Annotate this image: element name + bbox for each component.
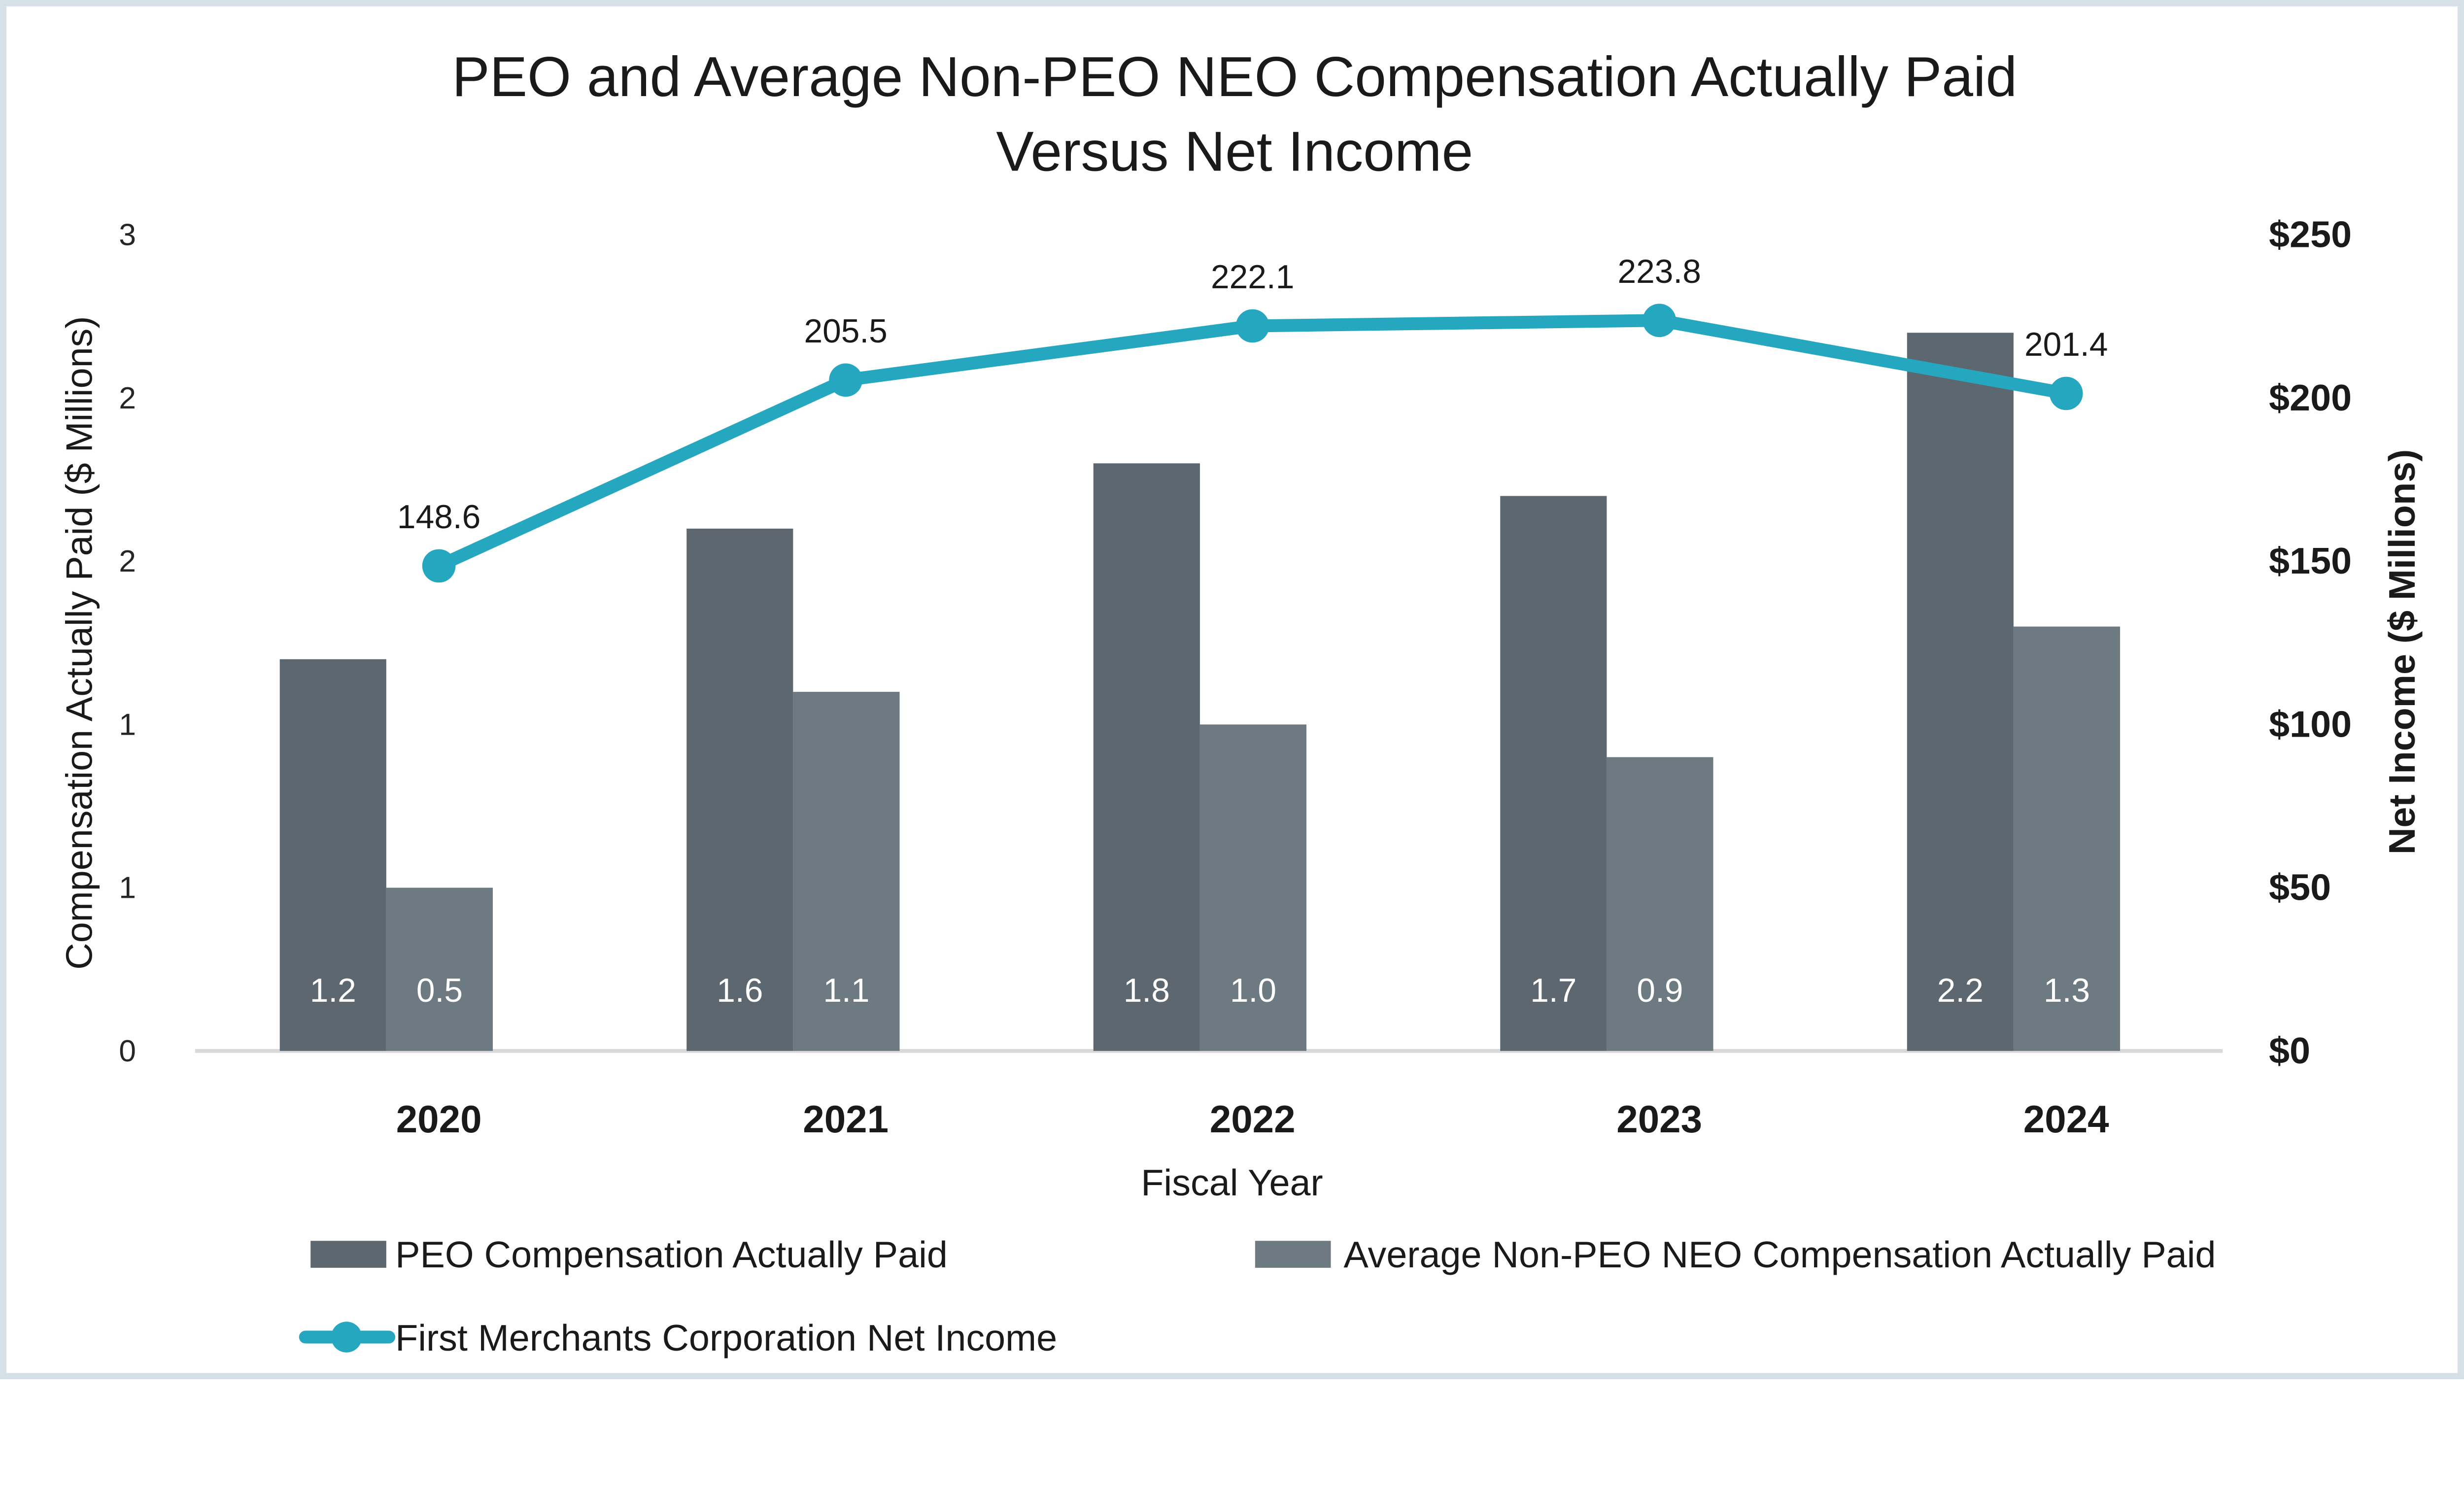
x-tick-2020: 2020 <box>396 1097 482 1141</box>
net-income-marker-2022 <box>1235 309 1269 343</box>
line-label-2021: 205.5 <box>804 313 887 350</box>
line-label-2020: 148.6 <box>397 499 480 536</box>
x-tick-2024: 2024 <box>2023 1097 2109 1141</box>
bar-nonpeo-2021 <box>793 692 900 1051</box>
left-tick-2: 1 <box>119 707 136 742</box>
bar-nonpeo-2024 <box>2013 626 2121 1051</box>
x-axis-year-labels: 2020 2021 2022 2023 2024 <box>396 1097 2109 1141</box>
page-border <box>0 0 2464 1380</box>
legend-label-net-income: First Merchants Corporation Net Income <box>395 1318 1057 1359</box>
bar-label-peo-2022: 1.8 <box>1124 972 1170 1009</box>
bar-label-peo-2023: 1.7 <box>1530 972 1576 1009</box>
bar-label-nonpeo-2020: 0.5 <box>416 972 463 1009</box>
bar-peo-2020 <box>279 659 386 1051</box>
legend-swatch-nonpeo <box>1255 1241 1331 1268</box>
net-income-marker-2020 <box>422 549 456 583</box>
bar-nonpeo-2020 <box>386 887 493 1051</box>
chart-title-line1: PEO and Average Non-PEO NEO Compensation… <box>452 45 2017 108</box>
chart-title-line2: Versus Net Income <box>996 120 1473 183</box>
bar-label-nonpeo-2024: 1.3 <box>2044 972 2090 1009</box>
line-label-2022: 222.1 <box>1211 259 1294 296</box>
net-income-marker-2021 <box>829 363 863 397</box>
bar-nonpeo-2022 <box>1199 724 1307 1051</box>
right-tick-2: $100 <box>2269 704 2352 745</box>
bar-peo-2023 <box>1500 496 1607 1051</box>
right-tick-4: $200 <box>2269 377 2352 419</box>
x-tick-2021: 2021 <box>803 1097 889 1141</box>
legend: PEO Compensation Actually Paid Average N… <box>299 1234 2216 1359</box>
series-nonpeo-bars <box>386 626 2121 1051</box>
legend-line-marker <box>331 1322 362 1353</box>
right-axis-title: Net Income ($ Millions) <box>2382 449 2423 854</box>
line-label-2024: 201.4 <box>2024 326 2108 363</box>
x-tick-2023: 2023 <box>1616 1097 1702 1141</box>
series-net-income-line <box>422 304 2083 583</box>
bar-label-nonpeo-2022: 1.0 <box>1230 972 1276 1009</box>
bar-label-nonpeo-2023: 0.9 <box>1637 972 1683 1009</box>
line-label-2023: 223.8 <box>1617 253 1701 290</box>
x-axis-title: Fiscal Year <box>1141 1162 1323 1204</box>
series-peo-bars <box>279 333 2014 1051</box>
right-tick-3: $150 <box>2269 541 2352 582</box>
bar-label-nonpeo-2021: 1.1 <box>823 972 869 1009</box>
left-tick-0: 0 <box>119 1034 136 1068</box>
right-axis-tick-labels: $0 $50 $100 $150 $200 $250 <box>2269 214 2352 1072</box>
bar-label-peo-2021: 1.6 <box>717 972 763 1009</box>
net-income-marker-2024 <box>2049 376 2083 410</box>
bar-peo-2022 <box>1093 463 1200 1051</box>
left-axis-tick-labels: 0 1 1 2 2 3 <box>119 218 136 1068</box>
bar-peo-2021 <box>686 528 793 1051</box>
legend-label-nonpeo: Average Non-PEO NEO Compensation Actuall… <box>1344 1234 2216 1276</box>
bar-value-labels: 1.2 0.5 1.6 1.1 1.8 1.0 1.7 0.9 2.2 1.3 <box>310 972 2090 1009</box>
legend-label-peo: PEO Compensation Actually Paid <box>395 1234 948 1276</box>
left-axis-title: Compensation Actually Paid ($ Millions) <box>59 316 100 970</box>
right-tick-5: $250 <box>2269 214 2352 256</box>
x-tick-2022: 2022 <box>1210 1097 1296 1141</box>
net-income-marker-2023 <box>1643 304 1677 338</box>
chart-canvas: PEO and Average Non-PEO NEO Compensation… <box>0 0 2464 1380</box>
bar-label-peo-2020: 1.2 <box>310 972 356 1009</box>
legend-swatch-peo <box>310 1241 386 1268</box>
bar-peo-2024 <box>1907 333 2014 1051</box>
line-value-labels: 148.6 205.5 222.1 223.8 201.4 <box>397 253 2108 536</box>
left-tick-5: 3 <box>119 218 136 252</box>
right-tick-1: $50 <box>2269 867 2331 909</box>
left-tick-4: 2 <box>119 381 136 415</box>
left-tick-3: 2 <box>119 544 136 578</box>
right-tick-0: $0 <box>2269 1030 2310 1072</box>
bar-label-peo-2024: 2.2 <box>1937 972 1984 1009</box>
bar-nonpeo-2023 <box>1607 757 1713 1051</box>
left-tick-1: 1 <box>119 871 136 905</box>
